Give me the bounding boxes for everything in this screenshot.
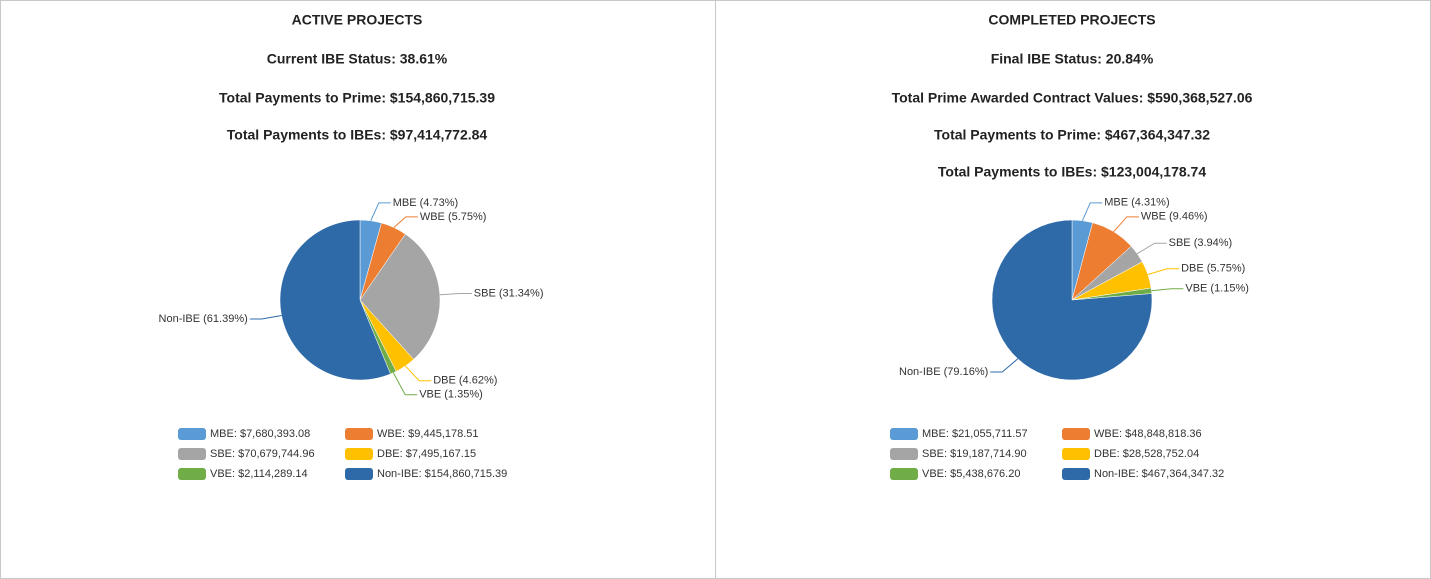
legend-swatch <box>890 428 918 440</box>
legend-label: Non-IBE: $154,860,715.39 <box>377 468 507 480</box>
slice-label: WBE (5.75%) <box>420 211 487 223</box>
leader-line <box>370 202 391 221</box>
legend-label: SBE: $70,679,744.96 <box>210 448 315 460</box>
leader-line <box>1113 216 1139 233</box>
legend-swatch <box>178 468 206 480</box>
leader-line <box>392 372 418 396</box>
slice-label: VBE (1.15%) <box>1185 283 1249 295</box>
leader-line <box>393 216 418 228</box>
panel-subtitle: Final IBE Status: 20.84% <box>991 51 1154 67</box>
panel-subtitle: Total Payments to IBEs: $123,004,178.74 <box>938 164 1206 180</box>
panel-subtitle: Total Payments to Prime: $154,860,715.39 <box>219 90 495 106</box>
leader-line <box>1147 268 1180 275</box>
leader-line <box>1136 242 1167 255</box>
panel-subtitle: Total Payments to IBEs: $97,414,772.84 <box>227 127 488 143</box>
leader-line <box>439 293 472 296</box>
slice-label: SBE (3.94%) <box>1169 237 1233 249</box>
legend-label: WBE: $9,445,178.51 <box>377 428 479 440</box>
legend-label: DBE: $7,495,167.15 <box>377 448 476 460</box>
panel-subtitle: Current IBE Status: 38.61% <box>267 51 448 67</box>
slice-label: Non-IBE (79.16%) <box>899 366 988 378</box>
legend-swatch <box>178 428 206 440</box>
pie-slice <box>991 219 1153 381</box>
leader-line <box>1151 288 1184 292</box>
legend-label: DBE: $28,528,752.04 <box>1094 448 1199 460</box>
legend-swatch <box>345 428 373 440</box>
legend-label: SBE: $19,187,714.90 <box>922 448 1027 460</box>
slice-label: WBE (9.46%) <box>1141 211 1208 223</box>
slice-label: MBE (4.73%) <box>393 197 458 209</box>
legend-label: MBE: $7,680,393.08 <box>210 428 310 440</box>
legend-swatch <box>890 448 918 460</box>
legend-swatch <box>1062 468 1090 480</box>
legend-swatch <box>1062 428 1090 440</box>
legend-label: VBE: $2,114,289.14 <box>210 468 308 480</box>
legend-label: WBE: $48,848,818.36 <box>1094 428 1202 440</box>
legend-swatch <box>890 468 918 480</box>
panel-subtitle: Total Payments to Prime: $467,364,347.32 <box>934 127 1210 143</box>
panel-title: ACTIVE PROJECTS <box>292 12 423 28</box>
leader-line <box>990 358 1019 373</box>
legend-label: VBE: $5,438,676.20 <box>922 468 1020 480</box>
legend-swatch <box>178 448 206 460</box>
slice-label: DBE (4.62%) <box>433 375 497 387</box>
slice-label: DBE (5.75%) <box>1181 263 1245 275</box>
slice-label: VBE (1.35%) <box>419 389 483 401</box>
pie-slice <box>279 219 391 381</box>
slice-label: MBE (4.31%) <box>1104 197 1169 209</box>
legend-swatch <box>1062 448 1090 460</box>
legend-swatch <box>345 448 373 460</box>
leader-line <box>249 315 282 320</box>
leader-line <box>404 365 432 382</box>
legend-label: Non-IBE: $467,364,347.32 <box>1094 468 1224 480</box>
legend-swatch <box>345 468 373 480</box>
slice-label: Non-IBE (61.39%) <box>159 313 248 325</box>
leader-line <box>1081 202 1103 221</box>
panel-subtitle: Total Prime Awarded Contract Values: $59… <box>892 90 1253 106</box>
legend-label: MBE: $21,055,711.57 <box>922 428 1028 440</box>
slice-label: SBE (31.34%) <box>474 287 544 299</box>
panel-title: COMPLETED PROJECTS <box>988 12 1155 28</box>
